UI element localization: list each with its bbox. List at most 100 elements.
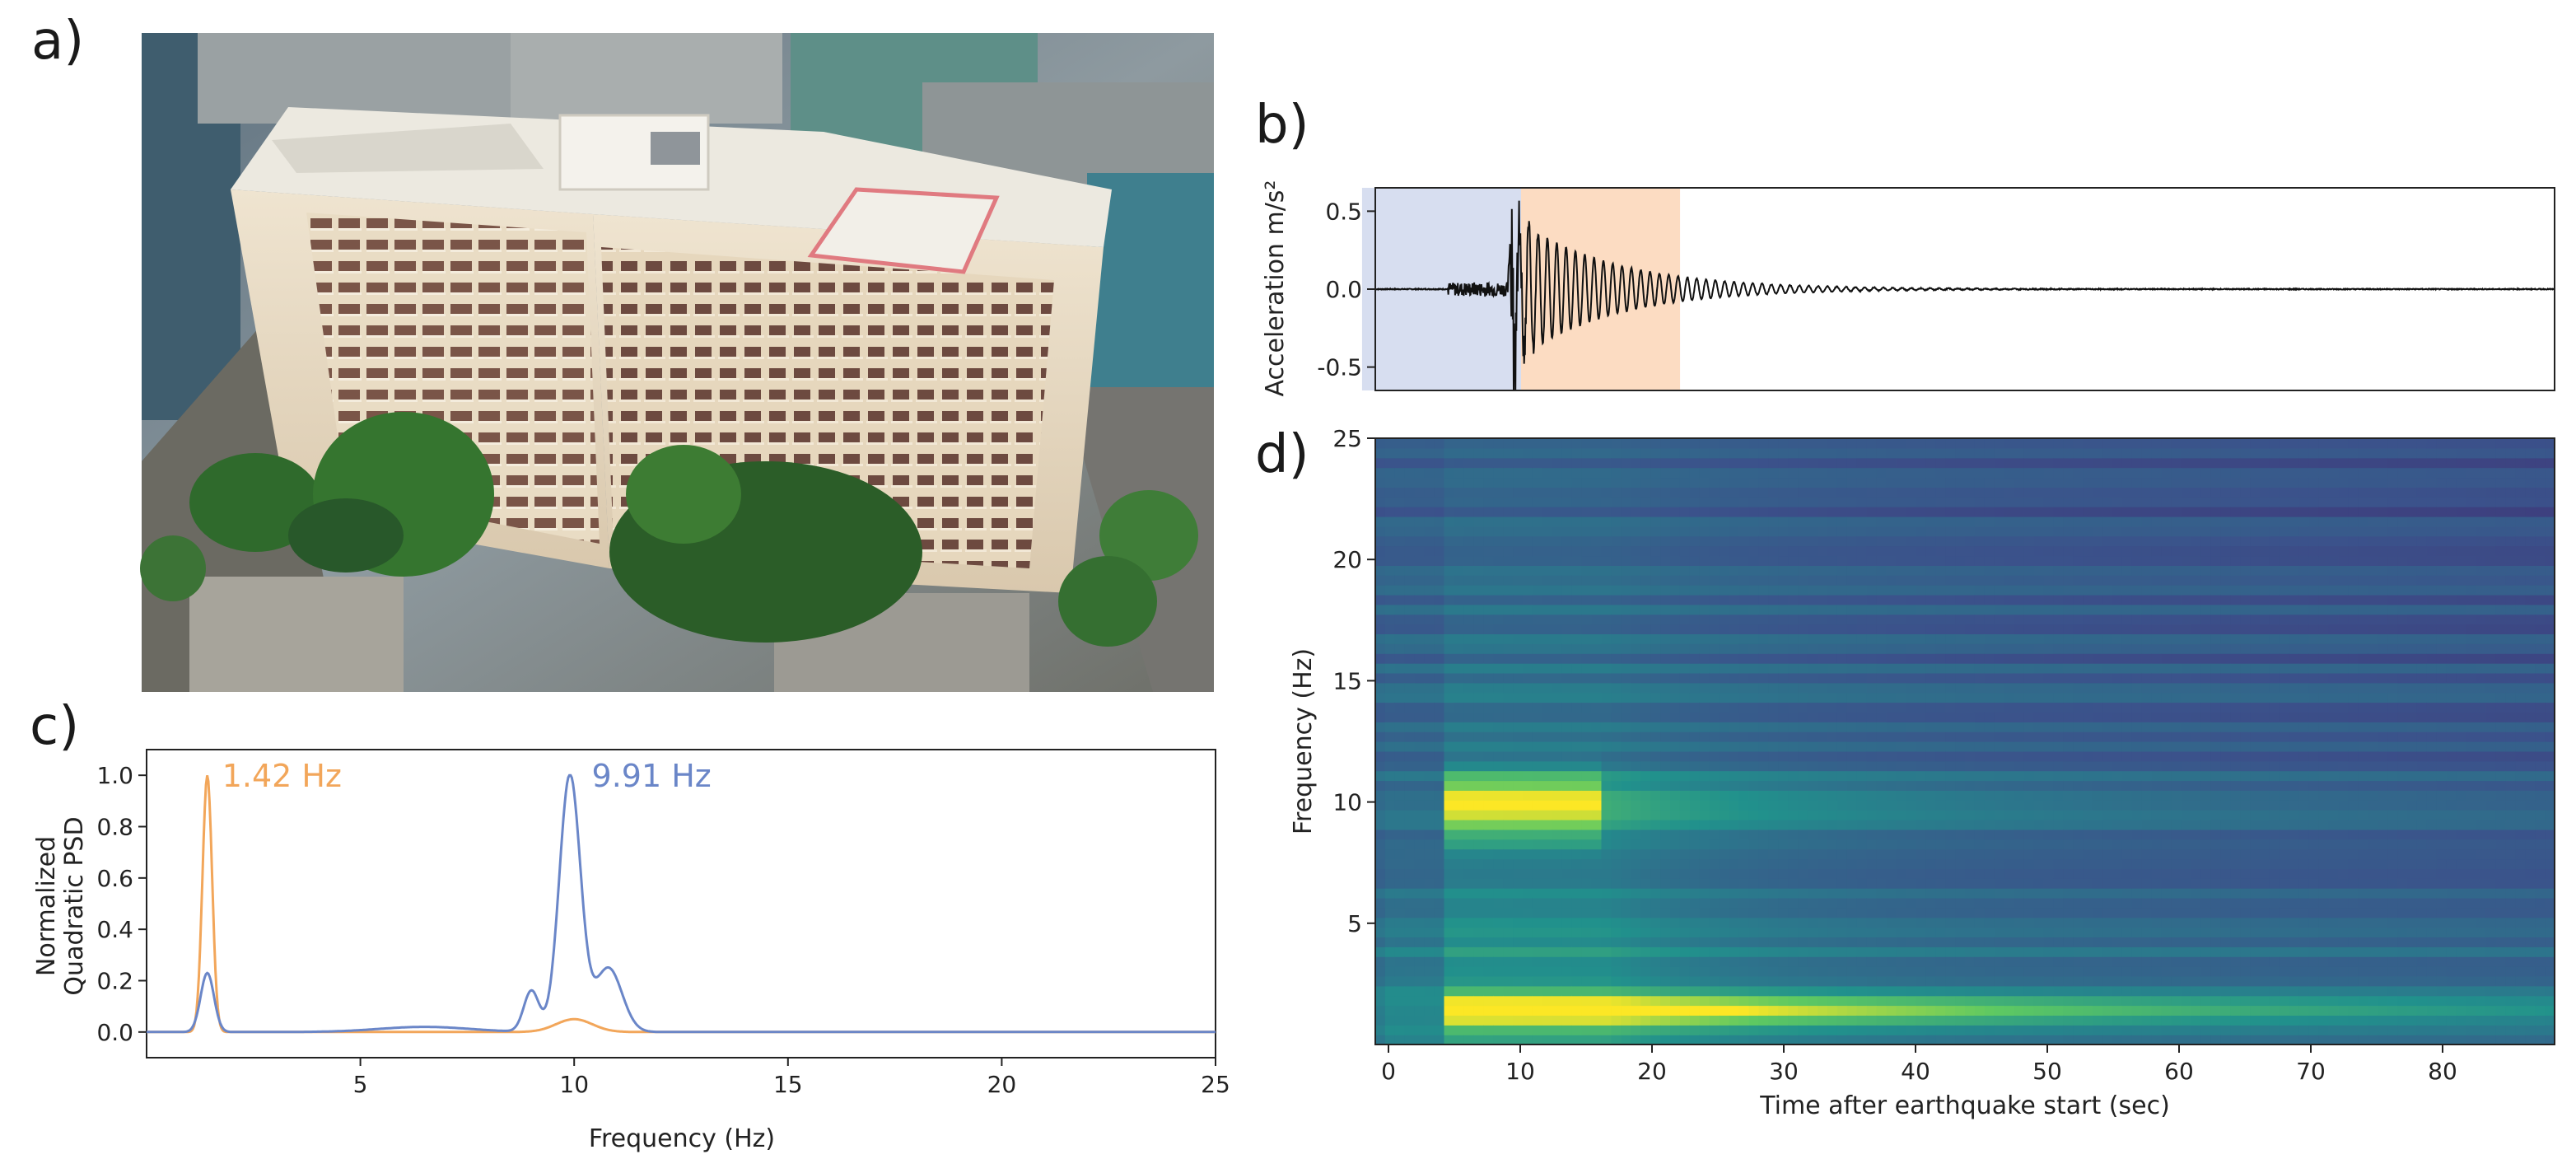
- spectrogram-cell: [2053, 447, 2064, 459]
- spectrogram-cell: [2083, 995, 2093, 1007]
- spectrogram-cell: [1473, 497, 1484, 507]
- spectrogram-cell: [1886, 643, 1897, 654]
- spectrogram-cell: [1906, 692, 1916, 703]
- spectrogram-cell: [1798, 702, 1808, 713]
- spectrogram-cell: [1935, 672, 1946, 684]
- spectrogram-cell: [1375, 672, 1386, 684]
- spectrogram-cell: [2073, 731, 2084, 742]
- spectrogram-cell: [1827, 878, 1838, 889]
- spectrogram-cell: [1375, 878, 1386, 889]
- spectrogram-cell: [2102, 946, 2113, 957]
- spectrogram-cell: [2043, 653, 2054, 664]
- spectrogram-cell: [1758, 545, 1769, 557]
- spectrogram-cell: [2033, 438, 2044, 449]
- spectrogram-cell: [1375, 1035, 1386, 1045]
- spectrogram-cell: [1552, 682, 1563, 694]
- spectrogram-cell: [1670, 516, 1681, 527]
- spectrogram-cell: [1689, 477, 1701, 488]
- spectrogram-cell: [2102, 535, 2113, 547]
- spectrogram-cell: [1798, 946, 1808, 957]
- spectrogram-cell: [1434, 1025, 1445, 1035]
- spectrogram-cell: [1503, 790, 1514, 801]
- spectrogram-cell: [1542, 682, 1553, 694]
- spectrogram-cell: [1974, 722, 1986, 732]
- spectrogram-cell: [2053, 995, 2064, 1007]
- spectrogram-cell: [1552, 467, 1563, 479]
- spectrogram-cell: [1886, 604, 1897, 615]
- spectrogram-cell: [1414, 447, 1426, 459]
- spectrogram-cell: [1571, 829, 1583, 840]
- spectrogram-cell: [2014, 1035, 2025, 1045]
- spectrogram-cell: [2112, 555, 2123, 566]
- spectrogram-cell: [1660, 750, 1671, 762]
- spectrogram-cell: [2093, 810, 2103, 820]
- spectrogram-cell: [2014, 760, 2025, 772]
- spectrogram-cell: [2073, 917, 2084, 928]
- spectrogram-cell: [1631, 722, 1641, 732]
- spectrogram-cell: [1503, 760, 1514, 772]
- spectrogram-cell: [1729, 565, 1740, 576]
- spectrogram-cell: [1709, 438, 1720, 449]
- spectrogram-cell: [1414, 848, 1426, 860]
- spectrogram-cell: [2023, 820, 2035, 830]
- spectrogram-cell: [1896, 848, 1906, 860]
- spectrogram-cell: [1945, 447, 1956, 459]
- spectrogram-cell: [1414, 682, 1426, 694]
- spectrogram-cell: [2093, 760, 2103, 772]
- spectrogram-cell: [2053, 858, 2064, 869]
- spectrogram-cell: [1375, 897, 1386, 909]
- spectrogram-cell: [1561, 467, 1573, 479]
- spectrogram-cell: [1561, 682, 1573, 694]
- spectrogram-cell: [1738, 790, 1749, 801]
- spectrogram-cell: [1561, 653, 1573, 664]
- spectrogram-cell: [1798, 917, 1808, 928]
- spectrogram-cell: [1375, 848, 1386, 860]
- spectrogram-cell: [1631, 888, 1641, 899]
- spectrogram-cell: [2063, 956, 2074, 967]
- spectrogram-cell: [2083, 497, 2093, 507]
- spectrogram-cell: [1454, 516, 1464, 527]
- spectrogram-cell: [1886, 839, 1897, 850]
- spectrogram-cell: [1856, 750, 1868, 762]
- spectrogram-cell: [1896, 800, 1906, 811]
- spectrogram-cell: [1424, 663, 1435, 674]
- spectrogram-cell: [1660, 1005, 1671, 1016]
- spectrogram-cell: [1886, 712, 1897, 722]
- spectrogram-cell: [1808, 535, 1818, 547]
- spectrogram-cell: [1846, 937, 1858, 947]
- spectrogram-cell: [2023, 457, 2035, 469]
- spectrogram-cell: [1384, 438, 1396, 449]
- spectrogram-cell: [1513, 672, 1524, 684]
- spectrogram-cell: [2023, 535, 2035, 547]
- spectrogram-cell: [2043, 487, 2054, 498]
- spectrogram-cell: [1846, 868, 1858, 879]
- spectrogram-cell: [1994, 1015, 2005, 1026]
- spectrogram-cell: [1493, 447, 1504, 459]
- spectrogram-cell: [1631, 800, 1641, 811]
- spectrogram-cell: [1758, 927, 1769, 937]
- spectrogram-cell: [2093, 966, 2103, 977]
- spectrogram-cell: [1454, 888, 1464, 899]
- spectrogram-cell: [1561, 975, 1573, 987]
- spectrogram-cell: [1621, 741, 1631, 752]
- spectrogram-cell: [1994, 741, 2005, 752]
- spectrogram-cell: [1876, 868, 1888, 879]
- spectrogram-cell: [1778, 975, 1789, 987]
- spectrogram-cell: [2112, 624, 2123, 634]
- spectrogram-cell: [1640, 467, 1651, 479]
- spectrogram-cell: [2131, 565, 2143, 576]
- spectrogram-cell: [1935, 535, 1946, 547]
- spectrogram-cell: [2121, 731, 2133, 742]
- spectrogram-cell: [1846, 575, 1858, 586]
- spectrogram-cell: [1896, 731, 1906, 742]
- spectrogram-cell: [2151, 897, 2163, 909]
- spectrogram-cell: [2053, 545, 2064, 557]
- spectrogram-cell: [1414, 516, 1426, 527]
- spectrogram-cell: [1631, 848, 1641, 860]
- spectrogram-cell: [1896, 545, 1906, 557]
- spectrogram-cell: [1906, 487, 1916, 498]
- spectrogram-cell: [1955, 848, 1966, 860]
- spectrogram-cell: [1454, 800, 1464, 811]
- spectrogram-cell: [1709, 975, 1720, 987]
